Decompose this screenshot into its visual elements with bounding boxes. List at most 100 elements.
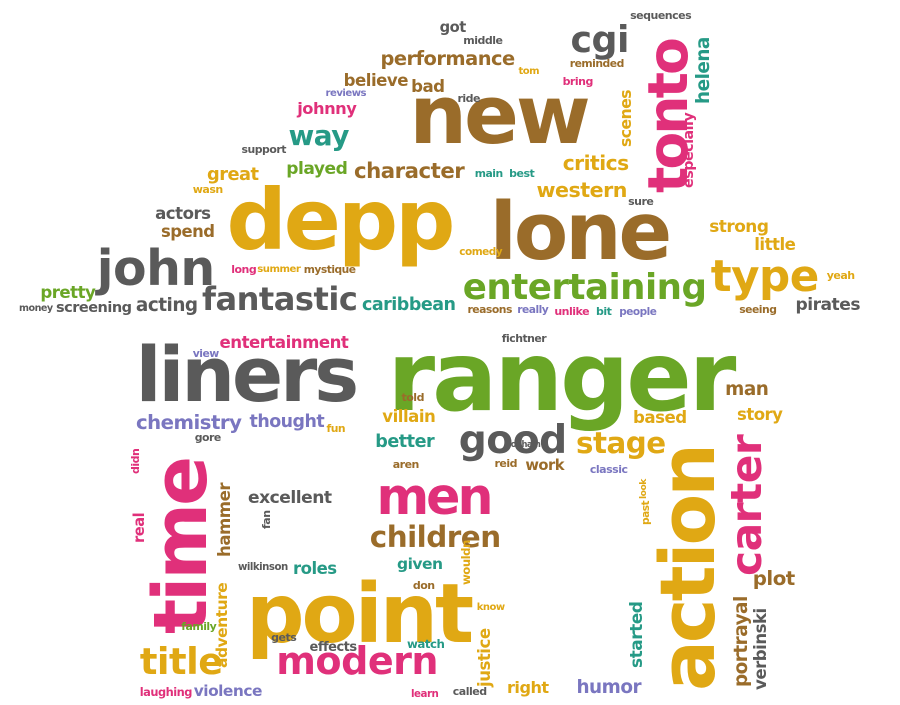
- word-fichtner: fichtner: [501, 331, 547, 345]
- word-ride: ride: [457, 92, 480, 106]
- word-caribbean: caribbean: [361, 295, 456, 316]
- word-got: got: [439, 18, 467, 36]
- word-lone: lone: [489, 186, 672, 279]
- word-pirates: pirates: [795, 295, 861, 316]
- word-verbinski: verbinski: [750, 608, 770, 690]
- word-chemistry: chemistry: [136, 411, 242, 435]
- word-new: new: [409, 68, 590, 163]
- word-entertaining: entertaining: [462, 267, 707, 309]
- word-great: great: [206, 164, 259, 186]
- word-family: family: [181, 619, 217, 633]
- word-title: title: [139, 639, 223, 683]
- word-villain: villain: [382, 406, 436, 426]
- word-entertainment: entertainment: [219, 332, 349, 352]
- word-type: type: [710, 252, 820, 303]
- word-carter: carter: [721, 434, 771, 576]
- word-don: don: [412, 579, 435, 593]
- word-fan: fan: [259, 510, 273, 530]
- word-bad: bad: [411, 76, 445, 96]
- word-fantastic: fantastic: [201, 279, 358, 318]
- word-reasons: reasons: [467, 302, 512, 316]
- word-performance: performance: [380, 47, 516, 71]
- word-people: people: [619, 305, 657, 318]
- word-called: called: [452, 685, 487, 699]
- word-started: started: [627, 602, 648, 669]
- word-helena: helena: [692, 36, 714, 104]
- word-portrayal: portrayal: [730, 595, 752, 687]
- word-mystique: mystique: [303, 262, 356, 276]
- word-effects: effects: [309, 640, 358, 656]
- word-character: character: [354, 159, 465, 185]
- word-know: know: [476, 601, 505, 613]
- word-best: best: [509, 167, 535, 181]
- word-plot: plot: [752, 567, 796, 591]
- word-middle: middle: [463, 33, 503, 47]
- word-story: story: [737, 404, 783, 424]
- word-bit: bit: [596, 305, 612, 319]
- word-view: view: [192, 346, 220, 360]
- word-comedy: comedy: [459, 245, 503, 258]
- word-point: point: [246, 567, 474, 663]
- word-gore: gore: [194, 430, 222, 444]
- word-roles: roles: [292, 558, 337, 578]
- word-really: really: [517, 302, 549, 316]
- word-laughing: laughing: [139, 685, 193, 700]
- word-unlike: unlike: [554, 305, 590, 319]
- word-modern: modern: [276, 638, 439, 683]
- word-time: time: [139, 458, 225, 634]
- word-real: real: [130, 513, 148, 544]
- word-thought: thought: [249, 412, 325, 433]
- word-aren: aren: [392, 457, 420, 471]
- word-bonham: bonham: [505, 438, 541, 449]
- word-actors: actors: [155, 203, 211, 223]
- word-support: support: [241, 142, 287, 156]
- word-spend: spend: [160, 221, 215, 241]
- word-critics: critics: [562, 150, 629, 175]
- word-strong: strong: [709, 215, 769, 236]
- word-action: action: [644, 446, 733, 692]
- word-ranger: ranger: [387, 320, 737, 434]
- word-better: better: [375, 432, 435, 453]
- word-wilkinson: wilkinson: [238, 561, 288, 573]
- word-summer: summer: [257, 263, 301, 275]
- word-told: told: [401, 391, 424, 405]
- word-fun: fun: [326, 421, 346, 435]
- word-played: played: [286, 159, 348, 180]
- word-screening: screening: [56, 299, 132, 316]
- word-depp: depp: [226, 170, 456, 269]
- word-man: man: [725, 378, 769, 400]
- word-johnny: johnny: [297, 98, 357, 118]
- word-good: good: [458, 417, 567, 463]
- word-pretty: pretty: [40, 282, 96, 302]
- word-men: men: [376, 467, 493, 527]
- word-sequences: sequences: [630, 9, 692, 23]
- word-excellent: excellent: [248, 488, 332, 509]
- word-especially: especially: [680, 112, 697, 188]
- word-wouldn: wouldn: [459, 539, 474, 585]
- word-bring: bring: [562, 75, 594, 89]
- word-work: work: [525, 456, 565, 474]
- word-based: based: [633, 407, 687, 427]
- word-stage: stage: [576, 426, 666, 461]
- word-given: given: [396, 555, 443, 574]
- word-seeing: seeing: [739, 302, 777, 316]
- word-look: look: [638, 479, 650, 500]
- word-gets: gets: [271, 631, 297, 645]
- word-cgi: cgi: [570, 18, 630, 62]
- word-past: past: [639, 501, 652, 526]
- word-justice: justice: [474, 628, 494, 688]
- word-right: right: [507, 677, 549, 697]
- word-money: money: [18, 303, 53, 315]
- word-didn: didn: [129, 448, 143, 474]
- word-long: long: [231, 263, 257, 277]
- word-wasn: wasn: [192, 183, 223, 197]
- word-scenes: scenes: [617, 89, 636, 147]
- word-hammer: hammer: [214, 483, 234, 558]
- word-main: main: [474, 166, 503, 180]
- word-watch: watch: [407, 637, 445, 652]
- word-sure: sure: [628, 195, 654, 209]
- word-violence: violence: [193, 682, 263, 701]
- word-yeah: yeah: [826, 269, 855, 283]
- word-believe: believe: [343, 70, 409, 90]
